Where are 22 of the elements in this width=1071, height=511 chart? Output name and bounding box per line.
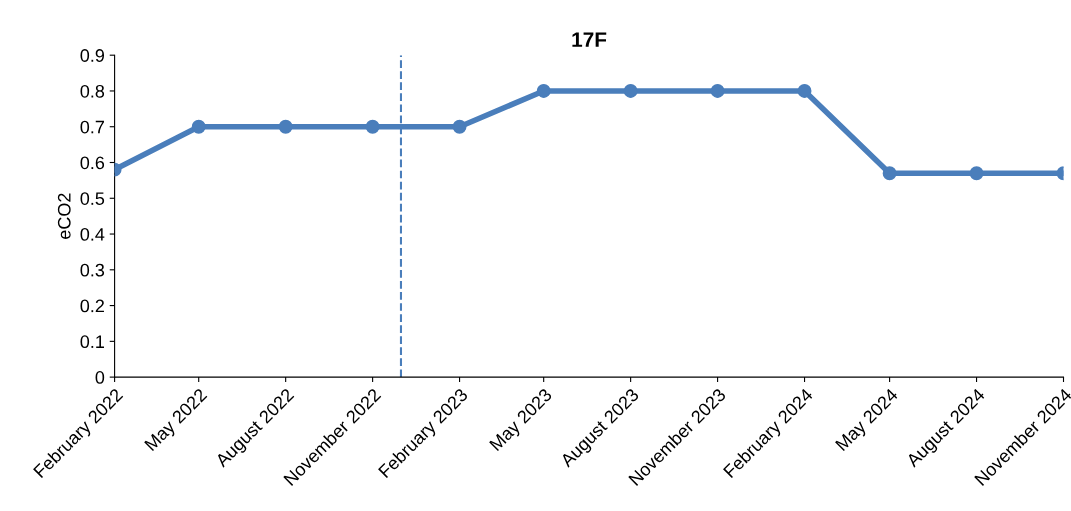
point: [797, 84, 812, 98]
y-tick-label: 0: [95, 371, 105, 384]
y-tick-label: 0.6: [80, 156, 105, 170]
point: [365, 119, 380, 134]
point: [278, 119, 293, 134]
point: [452, 119, 467, 134]
y-tick-label: 0.4: [80, 227, 105, 241]
y-tick-label: 0.8: [80, 84, 105, 98]
y-tick-label: 0.2: [80, 299, 104, 313]
point: [882, 166, 897, 181]
y-tick-label: 0.5: [80, 192, 105, 205]
point: [191, 119, 206, 134]
point: [536, 84, 551, 98]
point: [969, 166, 984, 181]
y-tick-label: 0.3: [80, 263, 105, 277]
y-tick-label: 0.1: [80, 335, 104, 349]
point: [623, 84, 638, 98]
y-tick-label: 0.7: [80, 120, 104, 134]
point: [710, 84, 725, 98]
y-tick-label: 0.9: [80, 49, 105, 62]
chart-title: 17F: [572, 32, 607, 47]
y-axis-title: eCO2: [57, 193, 71, 239]
